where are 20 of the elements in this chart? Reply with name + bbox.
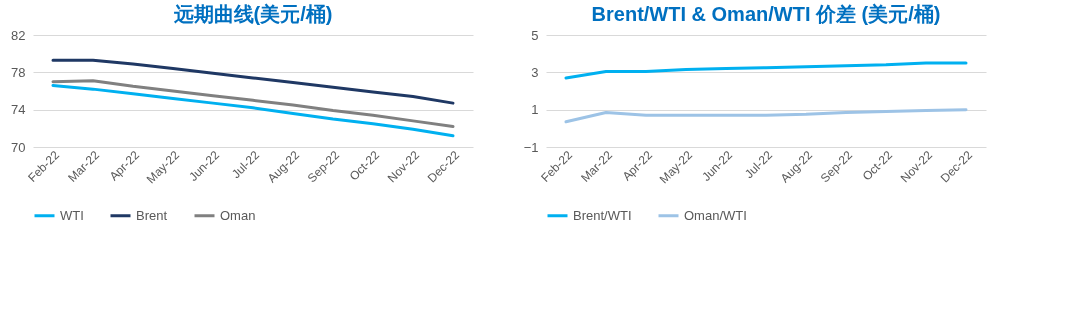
y-tick-label: 82 — [11, 27, 26, 43]
y-tick-label: 74 — [11, 102, 26, 118]
y-tick-label: 1 — [531, 102, 539, 118]
y-tick-label: 3 — [531, 64, 539, 80]
chart-title: 远期曲线(美元/桶) — [172, 3, 333, 25]
legend-label: Oman/WTI — [684, 207, 747, 223]
legend-label: Brent — [136, 207, 168, 223]
y-tick-label: 78 — [11, 64, 26, 80]
line-series — [564, 108, 968, 124]
line-series — [564, 61, 968, 80]
y-tick-label: −1 — [523, 139, 539, 155]
line-series — [51, 79, 455, 128]
legend-label: Brent/WTI — [573, 207, 632, 223]
y-tick-label: 70 — [11, 139, 26, 155]
line-series — [51, 58, 455, 105]
chart-title: Brent/WTI & Oman/WTI 价差 (美元/桶) — [591, 3, 941, 25]
legend-label: WTI — [60, 207, 84, 223]
y-tick-label: 5 — [531, 27, 539, 43]
line-series — [51, 83, 455, 138]
legend-label: Oman — [220, 207, 256, 223]
